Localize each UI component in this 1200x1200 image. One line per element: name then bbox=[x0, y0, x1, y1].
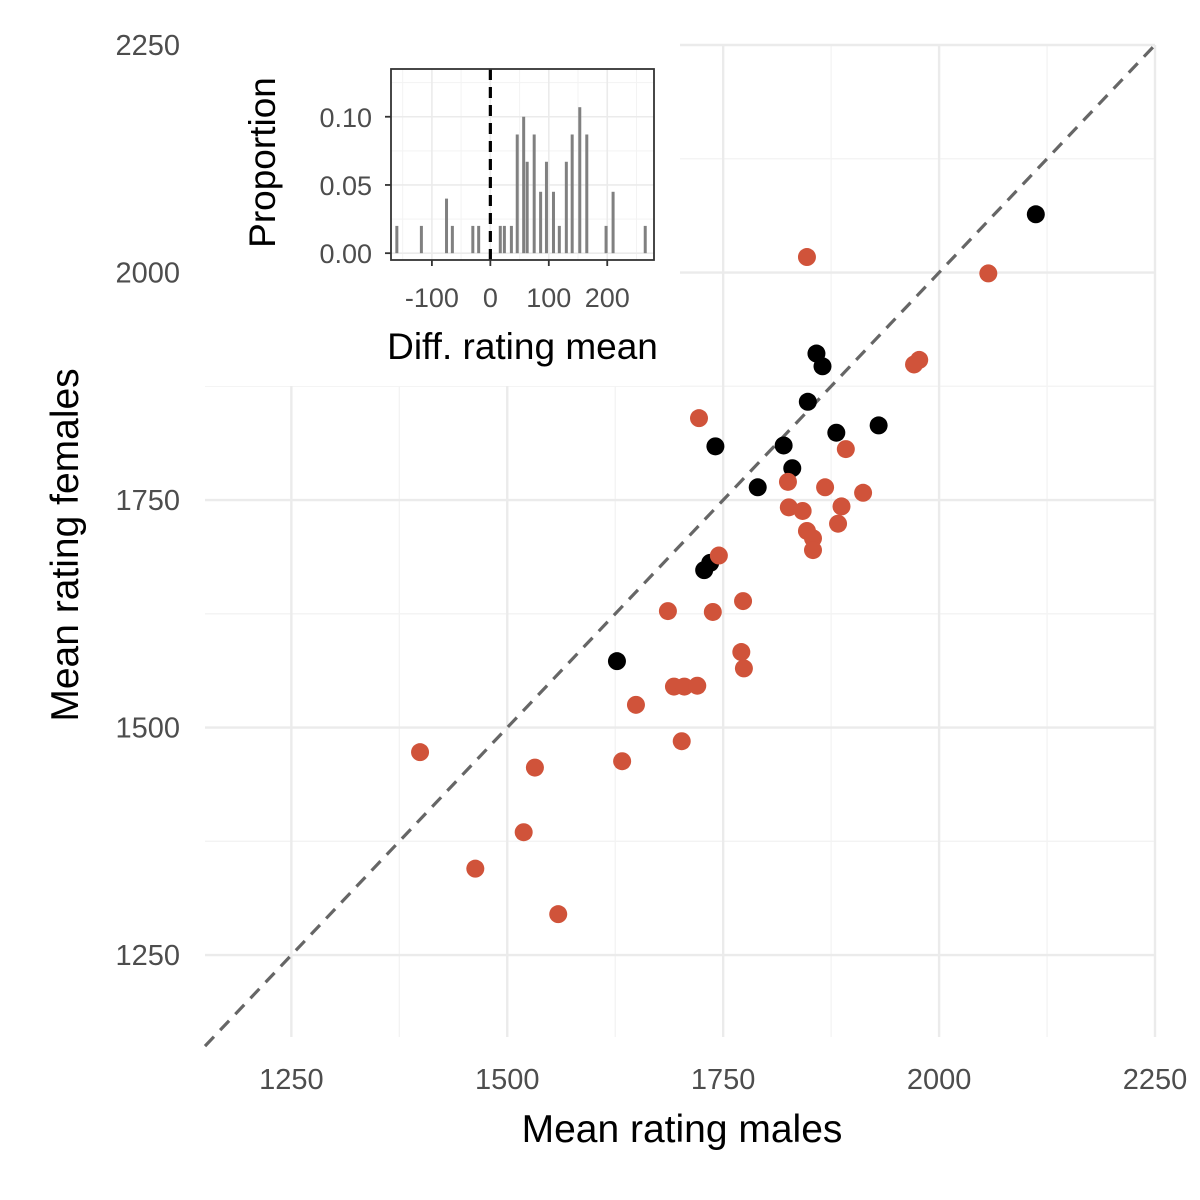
scatter-point bbox=[905, 355, 924, 374]
scatter-point bbox=[829, 514, 848, 533]
inset-y-tick-label: 0.00 bbox=[319, 239, 372, 269]
scatter-point bbox=[813, 357, 832, 376]
inset-x-tick-label: -100 bbox=[405, 283, 459, 313]
inset-tick-marks bbox=[385, 115, 609, 266]
scatter-point bbox=[675, 677, 694, 696]
inset-bar bbox=[502, 225, 506, 254]
inset-background bbox=[188, 30, 680, 386]
scatter-point bbox=[816, 478, 835, 497]
inset-bar bbox=[450, 225, 454, 254]
scatter-point bbox=[734, 592, 753, 611]
scatter-point bbox=[703, 602, 722, 621]
inset-bar bbox=[585, 134, 589, 254]
inset-bar bbox=[564, 161, 568, 254]
x-tick-label: 1750 bbox=[691, 1064, 756, 1096]
scatter-point bbox=[979, 264, 998, 283]
x-tick-label: 1500 bbox=[475, 1064, 540, 1096]
inset-bar bbox=[604, 225, 608, 254]
inset-y-tick-label: 0.10 bbox=[319, 103, 372, 133]
scatter-point bbox=[793, 501, 812, 520]
inset-bar bbox=[445, 198, 449, 254]
x-axis-title: Mean rating males bbox=[522, 1108, 843, 1151]
scatter-point bbox=[613, 752, 632, 771]
scatter-point bbox=[514, 823, 533, 842]
x-tick-label: 2250 bbox=[1123, 1064, 1188, 1096]
inset-panel-border bbox=[390, 68, 655, 261]
inset-bar bbox=[477, 225, 481, 254]
scatter-point bbox=[607, 652, 626, 671]
inset-y-tick-label: 0.05 bbox=[319, 171, 372, 201]
scatter-point bbox=[626, 695, 645, 714]
y-axis-title: Mean rating females bbox=[44, 368, 87, 721]
scatter-point bbox=[525, 758, 544, 777]
inset-bar bbox=[557, 225, 561, 254]
scatter-point bbox=[549, 905, 568, 924]
inset-x-tick-labels: -100 0 100 200 bbox=[405, 283, 630, 313]
inset-bar bbox=[532, 134, 536, 254]
scatter-point bbox=[466, 859, 485, 878]
inset-histogram: -100 0 100 200 0.00 0.05 0.10 Diff. rating me… bbox=[188, 30, 680, 386]
x-tick-labels: 1250 1500 1750 2000 2250 bbox=[259, 1064, 1187, 1096]
scatter-point bbox=[688, 676, 707, 695]
y-tick-label: 1250 bbox=[115, 940, 180, 972]
inset-bar bbox=[515, 134, 519, 254]
scatter-point bbox=[783, 459, 802, 478]
inset-bar bbox=[522, 116, 526, 254]
inset-bar bbox=[509, 225, 513, 254]
inset-bar bbox=[643, 225, 647, 254]
inset-x-tick-label: 0 bbox=[483, 283, 498, 313]
scatter-point bbox=[797, 248, 816, 267]
scatter-point bbox=[695, 561, 714, 580]
y-tick-label: 1750 bbox=[115, 485, 180, 517]
scatter-point bbox=[774, 436, 793, 455]
identity-reference-line bbox=[203, 43, 1157, 1048]
scatter-point bbox=[748, 478, 767, 497]
scatter-point bbox=[411, 743, 430, 762]
scatter-point bbox=[672, 732, 691, 751]
scatter-point bbox=[709, 546, 728, 565]
inset-bar bbox=[544, 161, 548, 254]
scatter-point bbox=[869, 416, 888, 435]
x-tick-label: 1250 bbox=[259, 1064, 324, 1096]
inset-y-axis-title: Proportion bbox=[242, 77, 283, 248]
scatter-point bbox=[836, 440, 855, 459]
scatter-point bbox=[827, 423, 846, 442]
inset-y-tick-labels: 0.00 0.05 0.10 bbox=[319, 103, 372, 269]
inset-bar bbox=[578, 107, 582, 254]
inset-x-tick-label: 200 bbox=[585, 283, 630, 313]
inset-bar bbox=[570, 134, 574, 254]
inset-bar bbox=[471, 225, 475, 254]
scatter-point bbox=[832, 497, 851, 516]
inset-bars bbox=[395, 107, 647, 254]
scatter-point bbox=[804, 541, 822, 560]
scatter-point bbox=[690, 409, 708, 428]
inset-x-axis-title: Diff. rating mean bbox=[387, 326, 658, 367]
inset-bar bbox=[611, 191, 615, 254]
x-tick-label: 2000 bbox=[907, 1064, 972, 1096]
inset-x-tick-label: 100 bbox=[526, 283, 571, 313]
scatter-point bbox=[732, 643, 751, 662]
scatter-points bbox=[411, 205, 1045, 924]
scatter-point bbox=[779, 498, 798, 517]
y-tick-label: 1500 bbox=[115, 713, 180, 745]
scatter-point bbox=[778, 472, 797, 491]
scatter-point bbox=[734, 659, 753, 678]
scatter-point bbox=[706, 437, 725, 456]
scatter-point bbox=[798, 392, 817, 411]
inset-bar bbox=[551, 191, 555, 254]
inset-bar bbox=[525, 161, 529, 254]
y-tick-label: 2250 bbox=[115, 30, 180, 62]
inset-bar bbox=[419, 225, 423, 254]
inset-bar bbox=[395, 225, 399, 254]
inset-bar bbox=[539, 191, 543, 254]
y-tick-label: 2000 bbox=[115, 258, 180, 290]
y-tick-labels: 1250 1500 1750 2000 2250 bbox=[115, 30, 180, 972]
main-scatter-plot: 1250 1500 1750 2000 2250 1250150017502000225… bbox=[44, 30, 1187, 1151]
inset-bar bbox=[498, 225, 502, 254]
scatter-point bbox=[854, 483, 873, 502]
scatter-point bbox=[658, 602, 677, 621]
scatter-point bbox=[1026, 205, 1045, 224]
